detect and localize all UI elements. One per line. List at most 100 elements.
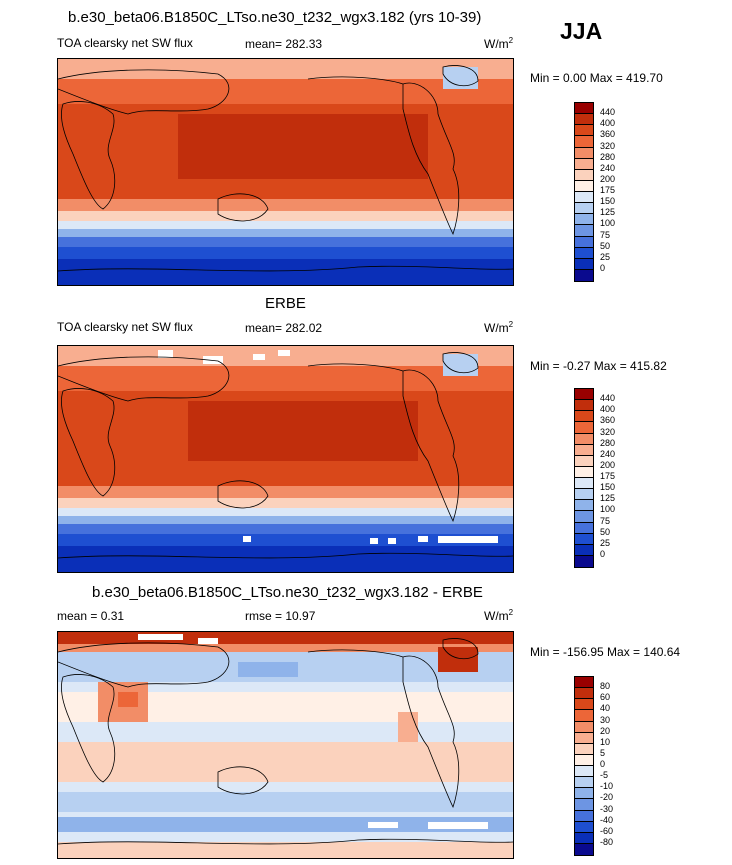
colorbar-box xyxy=(575,422,593,434)
colorbar-tick-label: 175 xyxy=(600,185,616,195)
colorbar-tick-label: 25 xyxy=(600,537,611,548)
colorbar-tick-label: 125 xyxy=(600,493,616,504)
colorbar-tick-label: 175 xyxy=(600,471,616,481)
colorbar-box xyxy=(575,236,593,248)
colorbar-tick-label: 320 xyxy=(600,140,616,151)
panel3-subtitle: b.e30_beta06.B1850C_LTso.ne30_t232_wgx3.… xyxy=(92,584,483,601)
colorbar-box xyxy=(575,788,593,800)
colorbar-box xyxy=(575,247,593,259)
colorbar-box xyxy=(575,258,593,270)
colorbar-box xyxy=(575,832,593,844)
colorbar-tick-label: 75 xyxy=(600,229,611,240)
panel1-left-label: TOA clearsky net SW flux xyxy=(57,36,193,50)
colorbar-box xyxy=(575,732,593,744)
colorbar-box xyxy=(575,466,593,478)
colorbar-tick-label: 100 xyxy=(600,218,616,229)
panel3-rmse-label: rmse = 10.97 xyxy=(245,609,316,623)
colorbar-box xyxy=(575,777,593,789)
colorbar-box xyxy=(575,555,593,567)
colorbar-box xyxy=(575,180,593,192)
colorbar-tick-label: 280 xyxy=(600,437,616,448)
colorbar-tick-label: 10 xyxy=(600,736,611,747)
season-label: JJA xyxy=(560,18,603,44)
colorbar-tick-label: 0 xyxy=(600,262,606,273)
colorbar-box xyxy=(575,500,593,512)
colorbar-box xyxy=(575,433,593,445)
colorbar-box xyxy=(575,743,593,755)
panel2-subtitle: ERBE xyxy=(265,295,306,312)
colorbar-tick-label: 440 xyxy=(600,393,616,404)
colorbar-tick-label: 75 xyxy=(600,515,611,526)
colorbar-tick-label: 5 xyxy=(600,747,606,758)
colorbar-box xyxy=(575,721,593,733)
panel1-units: W/m2 xyxy=(484,36,514,51)
panel3-minmax: Min = -156.95 Max = 140.64 xyxy=(530,645,681,659)
colorbar-tick-label: 25 xyxy=(600,251,611,262)
colorbar-tick-label: -20 xyxy=(600,792,614,803)
colorbar-tick-label: 125 xyxy=(600,207,616,218)
colorbar-tick-label: 200 xyxy=(600,173,616,184)
colorbar-tick-label: -60 xyxy=(600,825,614,836)
colorbar-box xyxy=(575,269,593,281)
panel1-colorbar xyxy=(574,102,594,282)
colorbar-tick-label: 360 xyxy=(600,129,616,140)
colorbar-tick-label: -5 xyxy=(600,770,609,781)
colorbar-tick-label: 100 xyxy=(600,504,616,515)
colorbar-tick-label: 80 xyxy=(600,681,611,692)
colorbar-tick-label: 20 xyxy=(600,725,611,736)
colorbar-box xyxy=(575,489,593,501)
colorbar-tick-label: -40 xyxy=(600,814,614,825)
panel3-colorbar xyxy=(574,676,594,856)
panel2-units: W/m2 xyxy=(484,320,514,335)
colorbar-box xyxy=(575,766,593,778)
colorbar-box xyxy=(575,192,593,204)
colorbar-tick-label: -10 xyxy=(600,781,614,792)
colorbar-box xyxy=(575,225,593,237)
colorbar-box xyxy=(575,677,593,689)
colorbar-box xyxy=(575,810,593,822)
panel2-minmax: Min = -0.27 Max = 415.82 xyxy=(530,359,667,373)
colorbar-tick-label: 0 xyxy=(600,548,606,559)
panel3-map xyxy=(57,631,514,859)
colorbar-box xyxy=(575,455,593,467)
panel1-mean-label: mean= 282.33 xyxy=(245,37,323,51)
colorbar-box xyxy=(575,544,593,556)
colorbar-box xyxy=(575,203,593,215)
panel1-map xyxy=(57,58,514,286)
colorbar-tick-label: 60 xyxy=(600,692,611,703)
colorbar-tick-label: 50 xyxy=(600,240,611,251)
colorbar-box xyxy=(575,699,593,711)
colorbar-tick-label: 30 xyxy=(600,714,611,725)
panel1-minmax: Min = 0.00 Max = 419.70 xyxy=(530,71,663,85)
colorbar-box xyxy=(575,799,593,811)
panel2-map xyxy=(57,345,514,573)
colorbar-tick-label: 240 xyxy=(600,448,616,459)
colorbar-tick-label: 200 xyxy=(600,459,616,470)
main-title: b.e30_beta06.B1850C_LTso.ne30_t232_wgx3.… xyxy=(68,9,482,26)
colorbar-box xyxy=(575,147,593,159)
colorbar-tick-label: 50 xyxy=(600,526,611,537)
colorbar-tick-label: 320 xyxy=(600,426,616,437)
colorbar-box xyxy=(575,821,593,833)
colorbar-box xyxy=(575,158,593,170)
colorbar-box xyxy=(575,114,593,126)
panel2-mean-label: mean= 282.02 xyxy=(245,321,323,335)
panel3-mean-label: mean = 0.31 xyxy=(57,609,125,623)
colorbar-box xyxy=(575,103,593,115)
colorbar-tick-label: 440 xyxy=(600,107,616,118)
colorbar-box xyxy=(575,400,593,412)
colorbar-tick-label: 150 xyxy=(600,196,616,207)
panel2-colorbar xyxy=(574,388,594,568)
colorbar-box xyxy=(575,710,593,722)
colorbar-box xyxy=(575,411,593,423)
colorbar-box xyxy=(575,688,593,700)
colorbar-box xyxy=(575,214,593,226)
panel2-left-label: TOA clearsky net SW flux xyxy=(57,320,193,334)
colorbar-box xyxy=(575,169,593,181)
colorbar-box xyxy=(575,522,593,534)
colorbar-box xyxy=(575,754,593,766)
colorbar-tick-label: 400 xyxy=(600,404,616,415)
colorbar-tick-label: 150 xyxy=(600,482,616,493)
colorbar-tick-label: 240 xyxy=(600,162,616,173)
colorbar-box xyxy=(575,533,593,545)
